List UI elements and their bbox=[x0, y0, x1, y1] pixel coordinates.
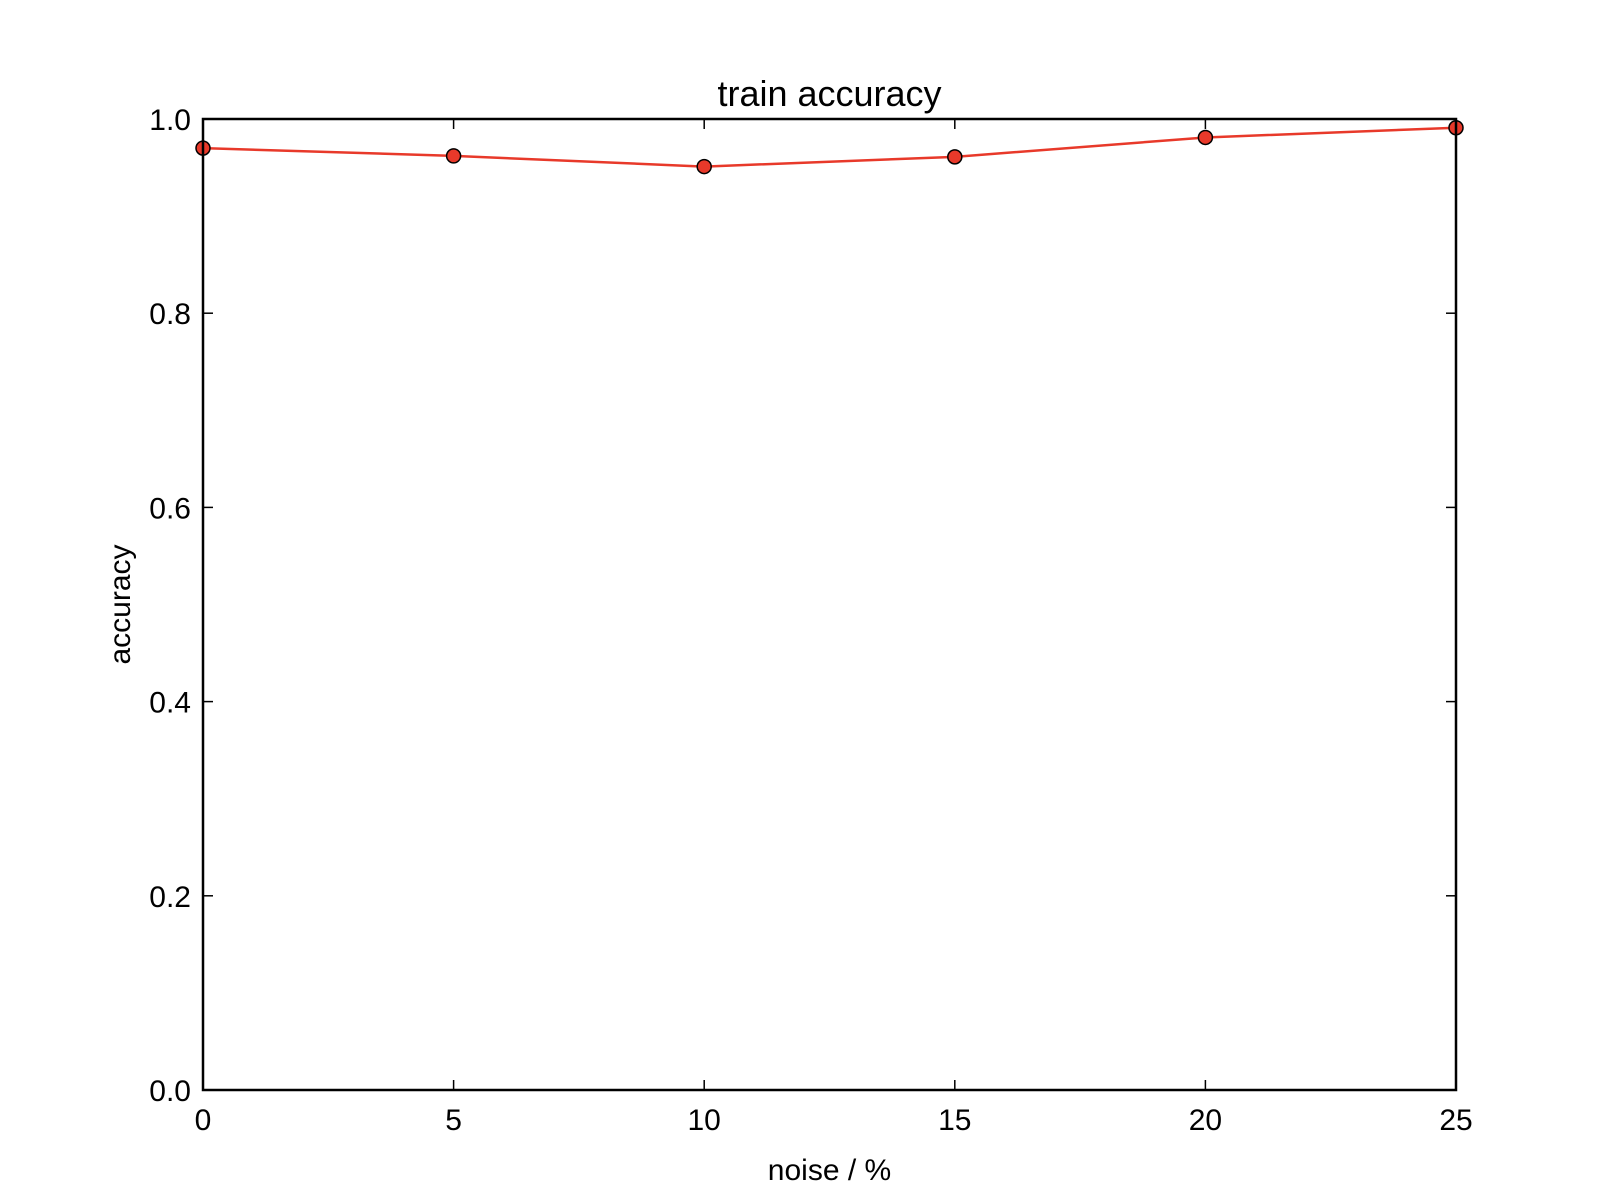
y-tick-label: 0.2 bbox=[149, 881, 191, 914]
y-tick-label: 0.4 bbox=[149, 687, 191, 720]
data-point bbox=[696, 158, 712, 175]
x-tick-label: 10 bbox=[688, 1104, 721, 1137]
series-line bbox=[202, 126, 1457, 168]
x-tick-label: 15 bbox=[938, 1104, 971, 1137]
y-tick-label: 0.0 bbox=[149, 1075, 191, 1108]
chart-title: train accuracy bbox=[717, 73, 941, 114]
axis-tick-labels: 0 5 10 15 20 25 0.0 0.2 0.4 0.6 0.8 1.0 bbox=[149, 104, 1472, 1137]
series-group bbox=[195, 119, 1464, 175]
x-tick-label: 25 bbox=[1439, 1104, 1472, 1137]
x-tick-label: 0 bbox=[195, 1104, 212, 1137]
data-point bbox=[1197, 129, 1214, 146]
x-axis-title: noise / % bbox=[768, 1154, 891, 1187]
data-point bbox=[445, 148, 462, 164]
y-tick-label: 0.6 bbox=[149, 492, 191, 525]
x-tick-label: 5 bbox=[445, 1104, 462, 1137]
y-axis-title: accuracy bbox=[104, 544, 137, 664]
y-tick-label: 1.0 bbox=[149, 104, 191, 137]
y-tick-label: 0.8 bbox=[149, 298, 191, 331]
data-point bbox=[947, 149, 963, 165]
plot-frame bbox=[201, 117, 1458, 1092]
x-tick-label: 20 bbox=[1189, 1104, 1222, 1137]
